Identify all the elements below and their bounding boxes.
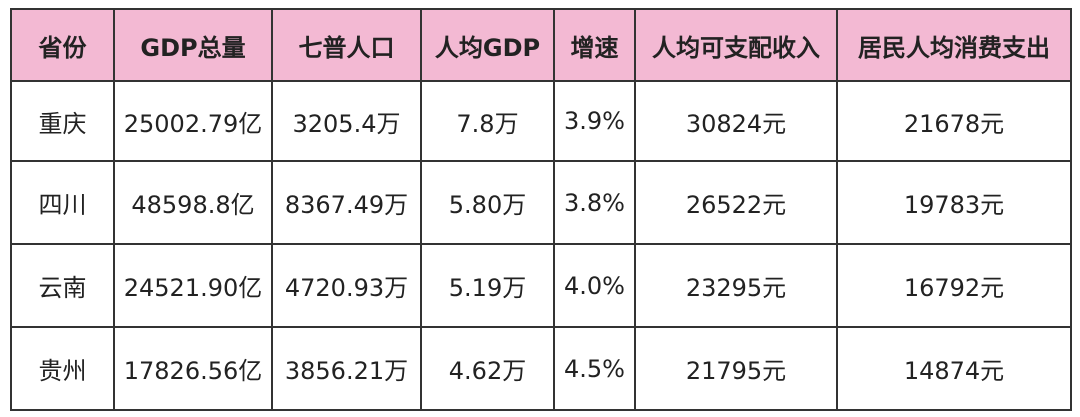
- table-body: 重庆 25002.79亿 3205.4万 7.8万 3.9% 30824元 21678元 四川…: [10, 80, 1072, 411]
- data-table: 省份 GDP总量 七普人口 人均GDP 增速 人均可支配收入 居民人均消费支出 重庆 2500…: [10, 8, 1072, 411]
- table-cell: 19783元: [836, 160, 1072, 245]
- table-cell: 26522元: [634, 160, 838, 245]
- table-cell: 5.19万: [420, 243, 555, 328]
- header-cell: GDP总量: [113, 8, 273, 82]
- table-cell: 3205.4万: [271, 80, 422, 162]
- table-cell: 贵州: [10, 326, 115, 411]
- table-cell: 4.5%: [553, 326, 636, 411]
- table-cell: 24521.90亿: [113, 243, 273, 328]
- table-cell: 21678元: [836, 80, 1072, 162]
- table-cell: 云南: [10, 243, 115, 328]
- header-row: 省份 GDP总量 七普人口 人均GDP 增速 人均可支配收入 居民人均消费支出: [10, 8, 1072, 82]
- header-cell: 增速: [553, 8, 636, 82]
- table-cell: 4.0%: [553, 243, 636, 328]
- header-cell: 人均可支配收入: [634, 8, 838, 82]
- table-cell: 3.8%: [553, 160, 636, 245]
- table-cell: 21795元: [634, 326, 838, 411]
- table-cell: 17826.56亿: [113, 326, 273, 411]
- header-cell: 居民人均消费支出: [836, 8, 1072, 82]
- table-cell: 3856.21万: [271, 326, 422, 411]
- table-row: 重庆 25002.79亿 3205.4万 7.8万 3.9% 30824元 21678元: [10, 80, 1072, 162]
- header-cell: 省份: [10, 8, 115, 82]
- table-cell: 23295元: [634, 243, 838, 328]
- table-cell: 四川: [10, 160, 115, 245]
- header-cell: 人均GDP: [420, 8, 555, 82]
- table-cell: 30824元: [634, 80, 838, 162]
- table-cell: 48598.8亿: [113, 160, 273, 245]
- table-cell: 16792元: [836, 243, 1072, 328]
- table-cell: 14874元: [836, 326, 1072, 411]
- table-cell: 4720.93万: [271, 243, 422, 328]
- table-cell: 25002.79亿: [113, 80, 273, 162]
- table-cell: 重庆: [10, 80, 115, 162]
- table-row: 贵州 17826.56亿 3856.21万 4.62万 4.5% 21795元 14874元: [10, 326, 1072, 411]
- table-cell: 3.9%: [553, 80, 636, 162]
- table-cell: 7.8万: [420, 80, 555, 162]
- table-cell: 4.62万: [420, 326, 555, 411]
- table-cell: 8367.49万: [271, 160, 422, 245]
- table-row: 四川 48598.8亿 8367.49万 5.80万 3.8% 26522元 19783元: [10, 160, 1072, 245]
- table-cell: 5.80万: [420, 160, 555, 245]
- table-row: 云南 24521.90亿 4720.93万 5.19万 4.0% 23295元 16792元: [10, 243, 1072, 328]
- header-cell: 七普人口: [271, 8, 422, 82]
